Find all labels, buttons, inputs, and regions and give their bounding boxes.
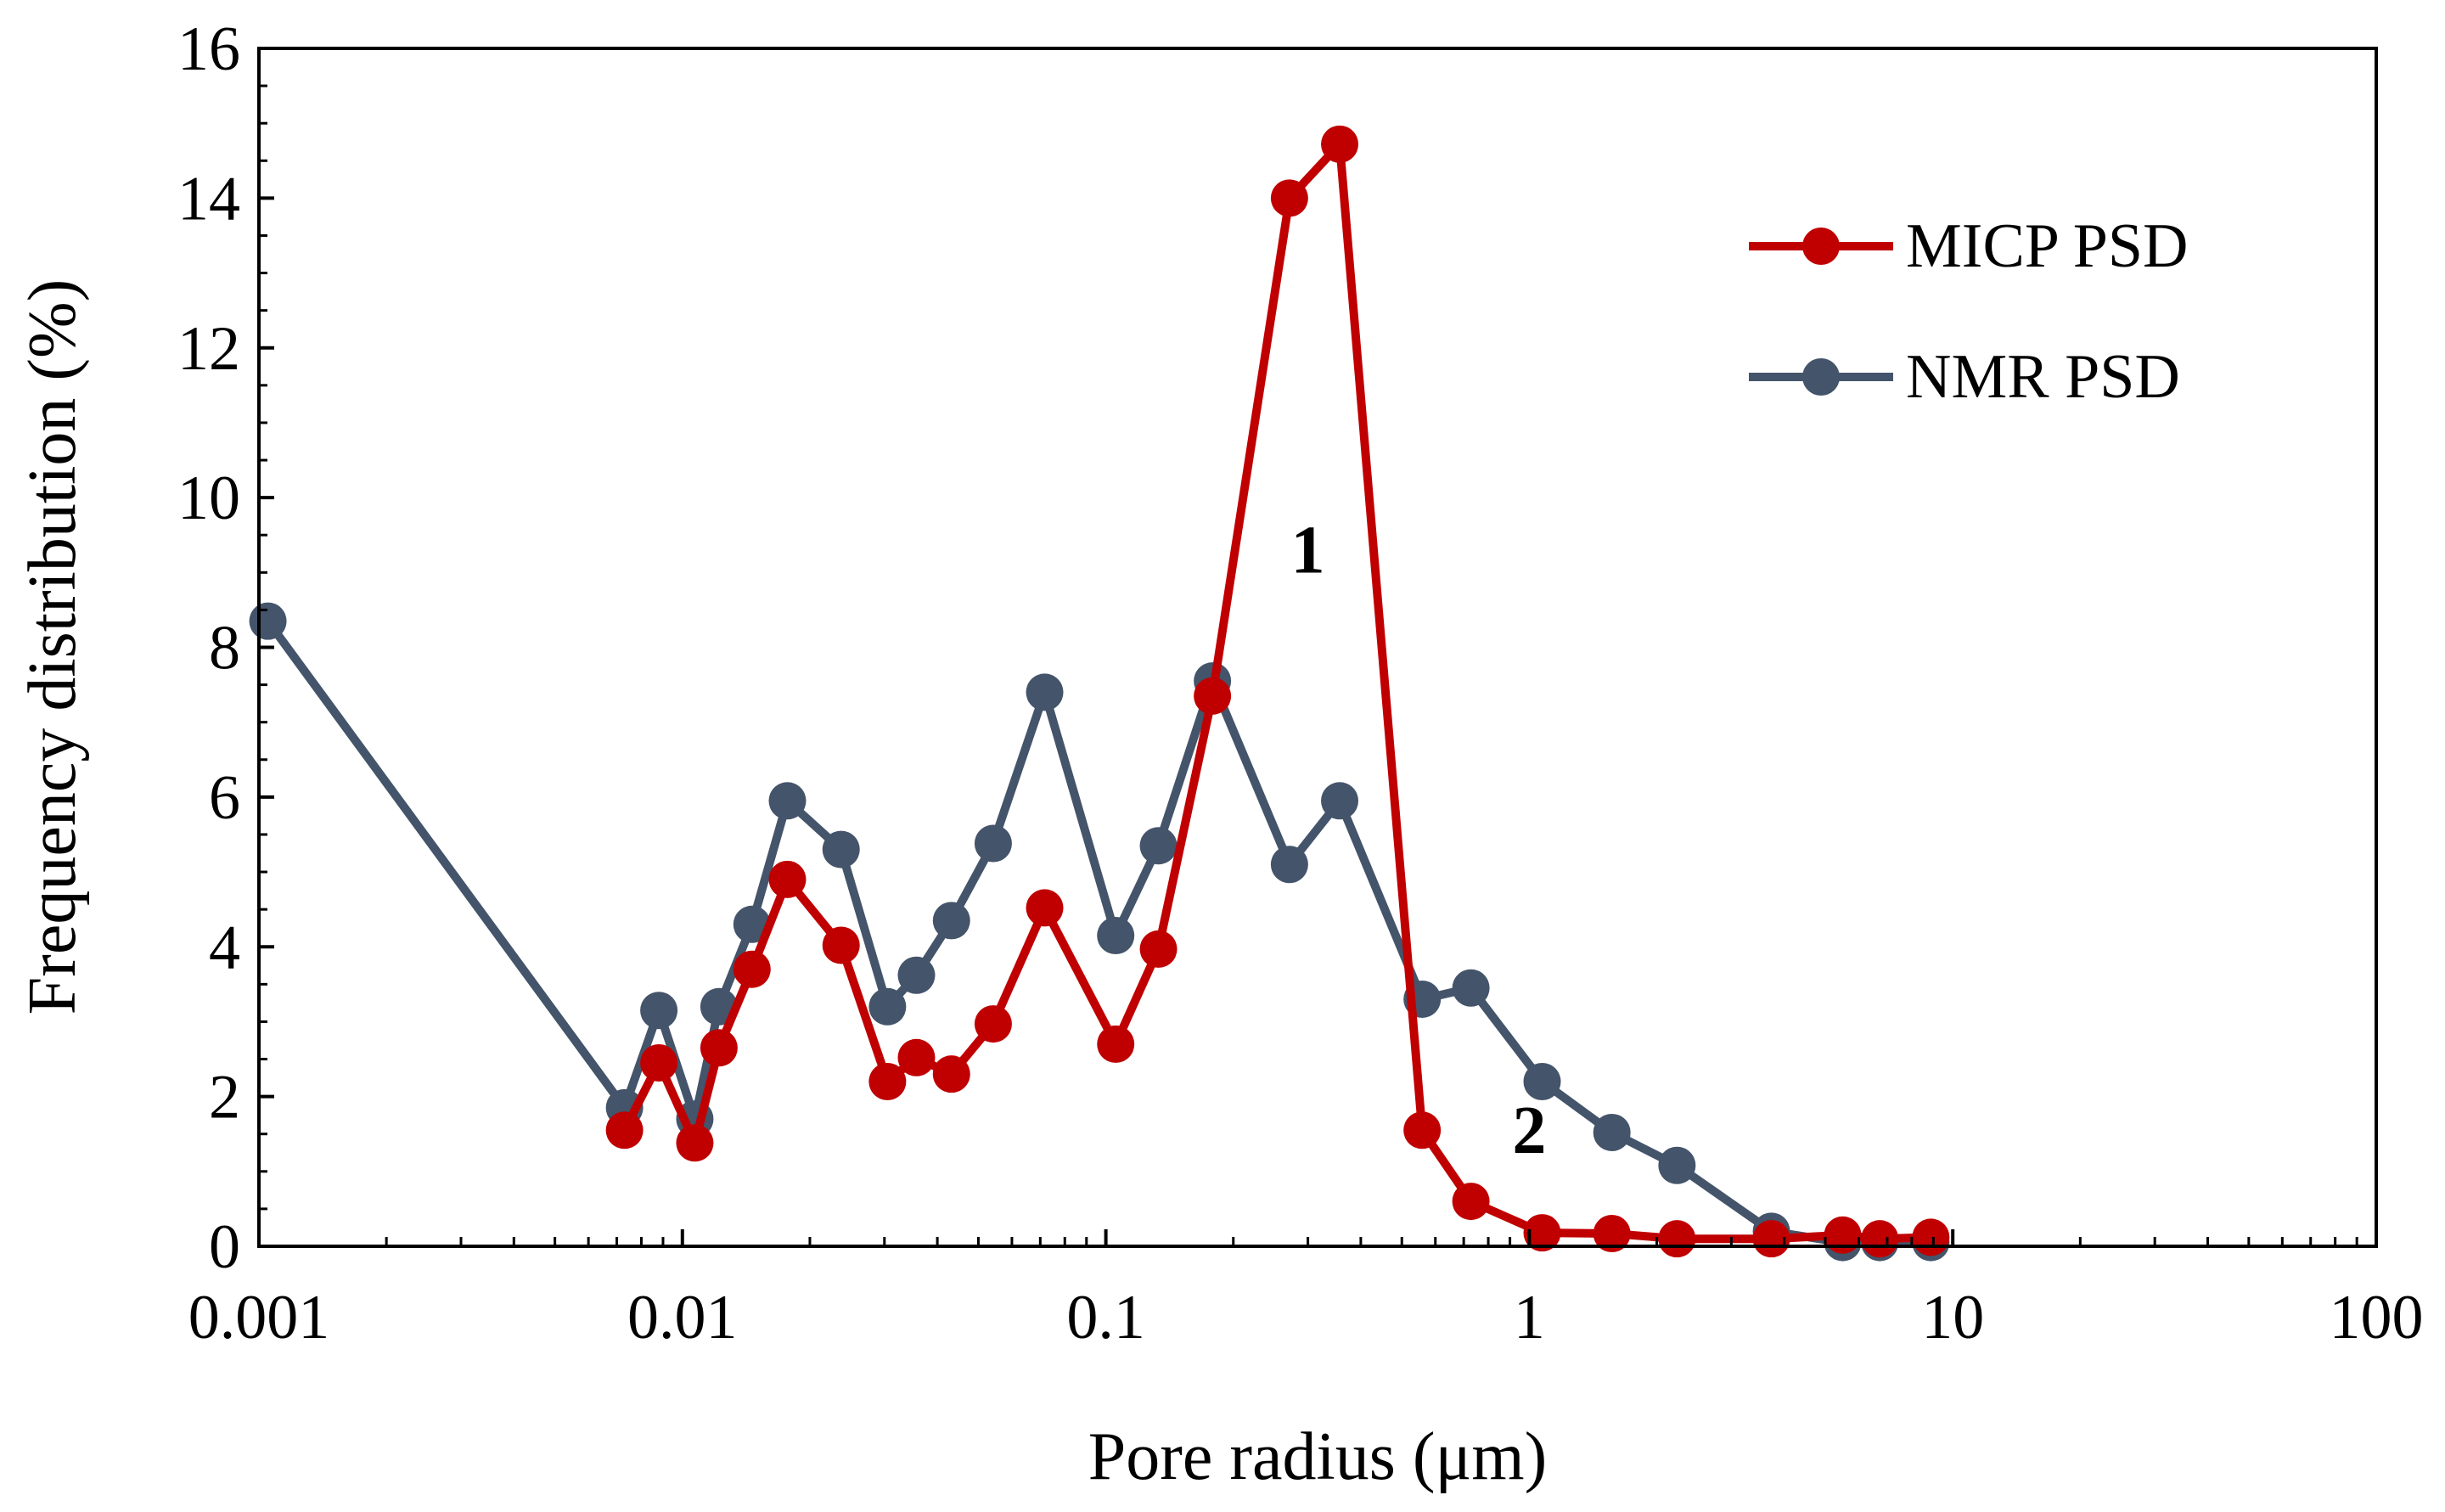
data-point-nmr-psd [932,902,970,940]
data-point-micp-psd [768,860,807,898]
data-point-micp-psd [974,1005,1012,1043]
data-point-nmr-psd [1097,917,1135,955]
y-tick-label: 8 [209,614,240,683]
data-point-nmr-psd [822,830,860,868]
data-point-nmr-psd [1452,969,1490,1007]
y-axis-title: Frequency distribution (%) [15,279,90,1015]
x-tick-label: 10 [1921,1283,1984,1352]
x-tick-label: 0.001 [188,1283,330,1352]
annotation-label: 2 [1512,1093,1546,1168]
data-point-micp-psd [897,1038,936,1076]
data-point-micp-psd [605,1111,644,1149]
data-point-micp-psd [1097,1025,1135,1063]
data-point-micp-psd [1026,889,1064,927]
data-point-nmr-psd [1321,782,1359,820]
data-point-nmr-psd [768,782,807,820]
annotation-label: 1 [1291,513,1325,587]
data-point-micp-psd [1752,1220,1790,1258]
data-point-micp-psd [1824,1216,1862,1254]
data-point-micp-psd [1321,125,1359,163]
data-point-micp-psd [932,1055,970,1093]
legend: MICP PSD NMR PSD [1749,211,2188,412]
y-tick-label: 14 [177,164,240,233]
data-point-nmr-psd [1658,1146,1696,1184]
data-point-nmr-psd [868,987,907,1026]
y-tick-label: 0 [209,1212,240,1282]
data-point-micp-psd [822,926,860,964]
data-point-micp-psd [868,1062,907,1100]
data-point-nmr-psd [1523,1062,1561,1100]
y-tick-label: 10 [177,464,240,533]
data-point-micp-psd [1270,179,1308,217]
data-point-micp-psd [1593,1215,1631,1253]
legend-label-micp: MICP PSD [1906,211,2188,281]
data-point-micp-psd [1452,1183,1490,1221]
data-point-micp-psd [1861,1220,1899,1258]
x-tick-label: 0.01 [627,1283,738,1352]
data-point-nmr-psd [974,824,1012,863]
data-point-nmr-psd [1593,1113,1631,1151]
y-tick-label: 6 [209,763,240,833]
data-point-micp-psd [1194,677,1232,715]
data-point-nmr-psd [640,992,678,1030]
y-tick-label: 4 [209,913,240,982]
data-point-nmr-psd [897,956,936,994]
y-tick-label: 16 [177,14,240,84]
y-tick-label: 2 [209,1063,240,1133]
data-point-micp-psd [676,1124,714,1162]
series-layer [249,125,1950,1262]
data-point-micp-psd [1139,930,1178,968]
data-point-nmr-psd [1026,673,1064,711]
data-point-micp-psd [1912,1218,1950,1256]
legend-marker-nmr [1802,358,1840,396]
x-tick-label: 0.1 [1066,1283,1145,1352]
y-tick-label: 12 [177,314,240,384]
x-tick-label: 100 [2330,1283,2424,1352]
legend-label-nmr: NMR PSD [1906,342,2180,412]
data-point-nmr-psd [249,602,287,640]
data-point-micp-psd [640,1043,678,1082]
data-point-micp-psd [700,1029,738,1067]
data-point-nmr-psd [1139,827,1178,865]
x-tick-label: 1 [1514,1283,1545,1352]
data-point-micp-psd [1523,1214,1561,1252]
data-point-nmr-psd [1270,846,1308,884]
data-point-micp-psd [733,950,771,988]
annotation-layer: 12 [1291,513,1547,1167]
legend-marker-micp [1802,228,1840,265]
x-axis-title: Pore radius (μm) [1088,1419,1548,1494]
data-point-micp-psd [1658,1220,1696,1258]
series-micp-psd [605,125,1950,1258]
data-point-micp-psd [1403,1111,1442,1149]
data-point-nmr-psd [733,905,771,943]
